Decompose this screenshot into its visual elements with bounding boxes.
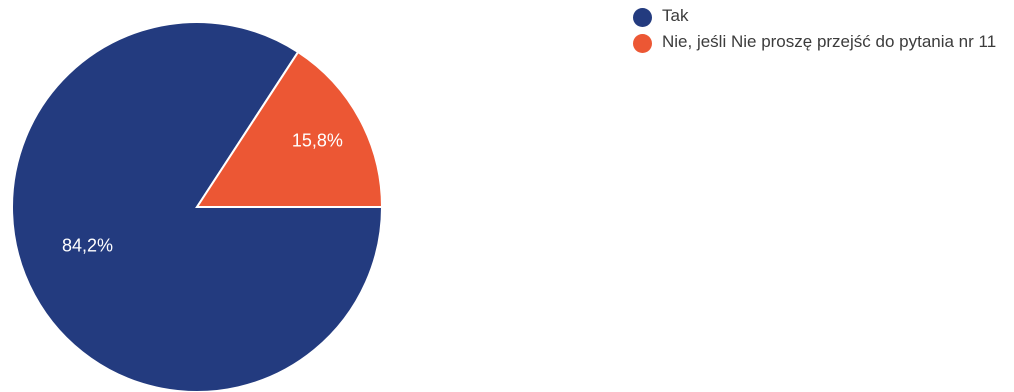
- legend: Tak Nie, jeśli Nie proszę przejść do pyt…: [633, 4, 1008, 56]
- legend-item-tak[interactable]: Tak: [633, 4, 1008, 28]
- legend-swatch-nie: [633, 34, 652, 53]
- legend-item-nie[interactable]: Nie, jeśli Nie proszę przejść do pytania…: [633, 30, 1008, 54]
- pie-slice-nie[interactable]: [195, 50, 384, 208]
- legend-swatch-tak: [633, 8, 652, 27]
- slice-label-nie: 15,8%: [292, 131, 343, 151]
- slice-label-tak: 84,2%: [62, 236, 113, 256]
- legend-label-tak: Tak: [662, 6, 689, 25]
- legend-label-nie: Nie, jeśli Nie proszę przejść do pytania…: [662, 32, 997, 51]
